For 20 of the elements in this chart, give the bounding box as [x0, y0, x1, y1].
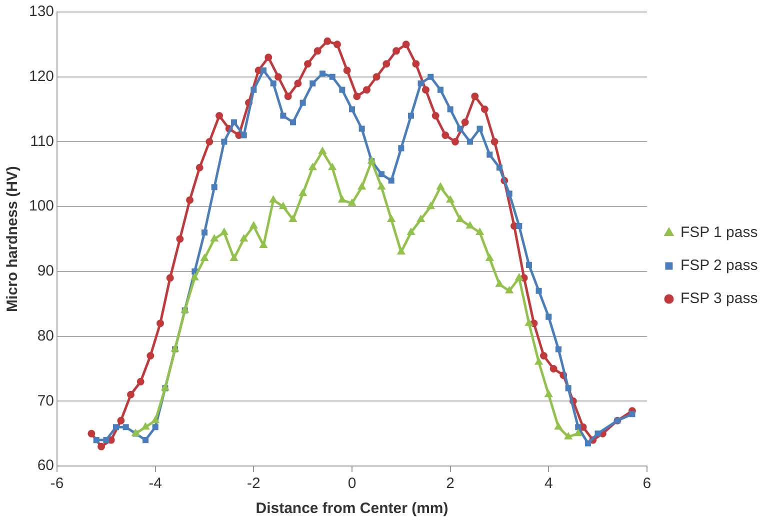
x-tick-label: 2 [446, 475, 454, 492]
x-tick-label: -4 [148, 475, 162, 492]
x-tick-label: -6 [50, 475, 64, 492]
y-tick-label: 60 [37, 457, 54, 474]
x-tick-label: 6 [642, 475, 652, 492]
y-tick-label: 130 [28, 3, 54, 20]
y-axis-title: Micro hardness (HV) [4, 166, 22, 312]
y-tick-label: 70 [37, 392, 54, 410]
x-axis-title: Distance from Center (mm) [256, 500, 448, 518]
y-tick-label: 80 [37, 327, 54, 344]
legend-label: FSP 2 pass [680, 257, 758, 274]
legend-label: FSP 1 pass [680, 224, 758, 242]
y-tick-label: 100 [28, 198, 54, 215]
legend-label: FSP 3 pass [680, 290, 758, 308]
y-tick-label: 110 [30, 132, 54, 150]
y-tick-label: 90 [37, 262, 54, 280]
x-tick-label: -2 [247, 475, 260, 492]
x-tick-label: 4 [544, 475, 553, 492]
x-tick-label: 0 [348, 475, 356, 492]
y-tick-label: 120 [28, 68, 54, 85]
